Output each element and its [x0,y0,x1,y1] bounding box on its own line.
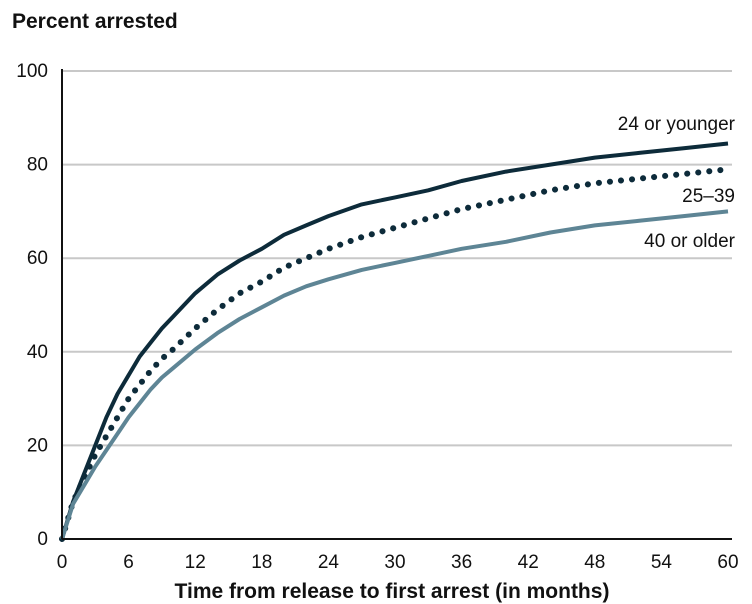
series-labels: 24 or younger 25–39 40 or older [618,114,736,252]
x-tick-label: 18 [251,552,272,573]
y-tick-label: 20 [27,435,48,456]
series-line-2 [60,209,729,540]
x-tick-label: 0 [57,552,68,573]
series-line-1 [59,166,731,542]
series-label-1: 25–39 [682,186,735,207]
x-tick-label: 54 [651,552,673,573]
y-tick-label: 60 [27,248,48,269]
y-tick-label: 100 [16,61,48,82]
x-tick-label: 6 [123,552,134,573]
y-axis-label: Percent arrested [12,10,178,33]
y-tick-labels: 0 20 40 60 80 100 [16,61,48,550]
x-tick-label: 36 [451,552,472,573]
y-tick-label: 80 [27,155,48,176]
x-tick-label: 48 [584,552,605,573]
x-tick-label: 60 [717,552,738,573]
x-tick-labels: 0 6 12 18 24 30 36 42 48 54 60 [57,552,739,573]
series-label-2: 40 or older [644,231,736,252]
x-tick-label: 42 [518,552,539,573]
series-lines [59,141,731,542]
y-tick-label: 40 [27,342,48,363]
series-line-0 [60,141,729,540]
series-label-0: 24 or younger [618,114,736,135]
x-tick-label: 30 [384,552,405,573]
y-tick-label: 0 [37,529,48,550]
x-tick-label: 12 [185,552,206,573]
x-tick-label: 24 [318,552,340,573]
x-axis-label: Time from release to first arrest (in mo… [175,580,610,603]
